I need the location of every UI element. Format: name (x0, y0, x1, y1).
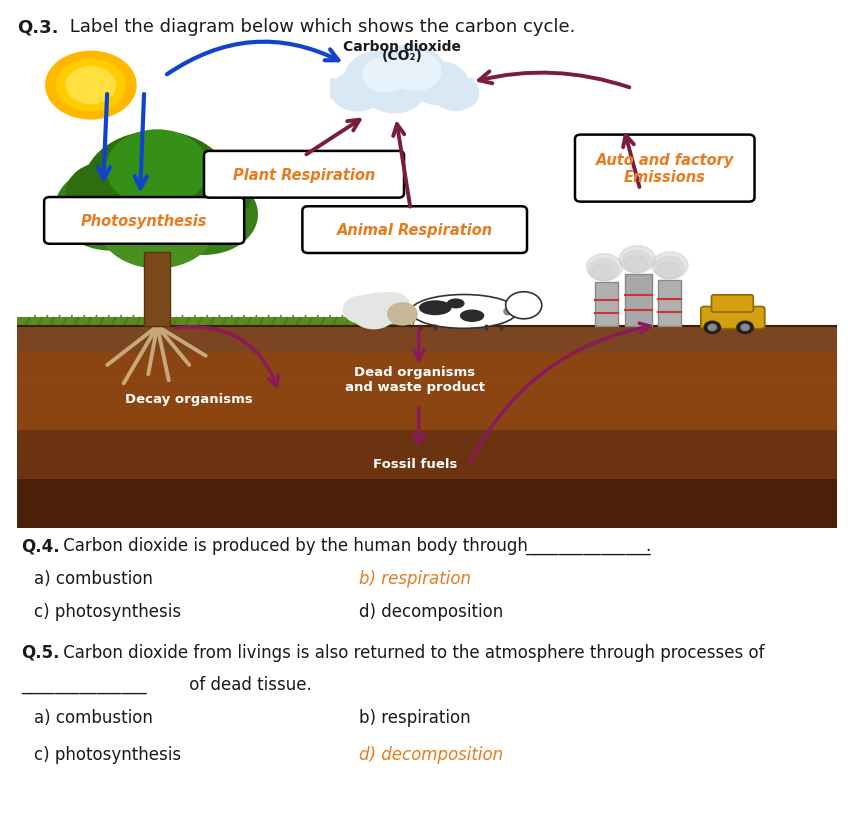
Circle shape (150, 175, 257, 255)
Circle shape (363, 58, 409, 93)
FancyBboxPatch shape (302, 207, 526, 254)
FancyBboxPatch shape (204, 152, 403, 198)
Circle shape (84, 132, 231, 242)
Circle shape (169, 165, 251, 226)
Circle shape (363, 67, 425, 114)
Text: Photosynthesis: Photosynthesis (81, 214, 207, 229)
FancyBboxPatch shape (17, 37, 836, 528)
Text: Animal Respiration: Animal Respiration (336, 223, 492, 238)
FancyBboxPatch shape (144, 253, 171, 327)
FancyBboxPatch shape (17, 325, 836, 353)
Text: (CO₂): (CO₂) (381, 48, 422, 62)
Text: Carbon dioxide from livings is also returned to the atmosphere through processes: Carbon dioxide from livings is also retu… (58, 643, 763, 661)
Circle shape (618, 247, 654, 274)
Circle shape (621, 251, 651, 274)
Circle shape (55, 167, 167, 251)
Text: Decay organisms: Decay organisms (125, 393, 252, 405)
Circle shape (343, 296, 379, 324)
Text: Plant Respiration: Plant Respiration (233, 168, 374, 183)
Circle shape (736, 322, 752, 334)
Circle shape (651, 252, 688, 279)
FancyBboxPatch shape (574, 135, 754, 202)
FancyBboxPatch shape (624, 274, 651, 327)
FancyBboxPatch shape (330, 79, 473, 100)
Circle shape (387, 303, 416, 325)
Circle shape (107, 131, 208, 207)
FancyBboxPatch shape (17, 37, 836, 325)
Text: _______________: _______________ (525, 536, 650, 554)
Circle shape (67, 163, 148, 224)
Ellipse shape (447, 300, 463, 308)
Text: Carbon dioxide is produced by the human body through: Carbon dioxide is produced by the human … (58, 536, 532, 554)
FancyBboxPatch shape (595, 283, 618, 327)
Circle shape (98, 180, 216, 269)
FancyBboxPatch shape (17, 353, 836, 430)
Circle shape (657, 262, 679, 279)
Text: c) photosynthesis: c) photosynthesis (34, 602, 181, 620)
Text: .: . (644, 536, 649, 554)
Circle shape (707, 325, 716, 331)
FancyBboxPatch shape (44, 197, 244, 244)
Circle shape (56, 60, 125, 112)
Circle shape (589, 259, 618, 282)
FancyBboxPatch shape (17, 479, 836, 528)
Circle shape (388, 52, 440, 92)
Circle shape (586, 254, 622, 282)
Text: Q.4.: Q.4. (21, 536, 60, 554)
Text: a) combustion: a) combustion (34, 569, 153, 587)
Circle shape (361, 294, 394, 319)
FancyBboxPatch shape (658, 281, 681, 327)
Circle shape (46, 52, 136, 120)
Circle shape (703, 322, 720, 334)
Text: c) photosynthesis: c) photosynthesis (34, 745, 181, 763)
Circle shape (351, 295, 396, 329)
Text: of dead tissue.: of dead tissue. (183, 676, 311, 694)
Text: Carbon dioxide: Carbon dioxide (343, 40, 461, 54)
Text: _______________: _______________ (21, 676, 147, 694)
Text: b) respiration: b) respiration (358, 708, 470, 726)
Text: b) respiration: b) respiration (358, 569, 470, 587)
Circle shape (372, 46, 445, 102)
Text: d) decomposition: d) decomposition (358, 745, 502, 763)
Circle shape (345, 52, 414, 104)
Circle shape (624, 256, 647, 274)
Ellipse shape (419, 301, 450, 315)
Circle shape (653, 257, 683, 279)
Text: d) decomposition: d) decomposition (358, 602, 502, 620)
Text: Q.5.: Q.5. (21, 643, 60, 661)
Circle shape (369, 293, 410, 324)
Text: Label the diagram below which shows the carbon cycle.: Label the diagram below which shows the … (64, 18, 575, 36)
FancyBboxPatch shape (17, 430, 836, 479)
Text: Fossil fuels: Fossil fuels (372, 457, 456, 470)
Text: a) combustion: a) combustion (34, 708, 153, 726)
FancyBboxPatch shape (700, 307, 764, 329)
FancyBboxPatch shape (17, 318, 410, 327)
Text: Auto and factory
Emissions: Auto and factory Emissions (595, 152, 733, 185)
Circle shape (505, 292, 541, 319)
Ellipse shape (410, 295, 517, 329)
Circle shape (410, 62, 467, 106)
Circle shape (67, 67, 115, 105)
Circle shape (432, 77, 478, 111)
FancyBboxPatch shape (711, 296, 752, 313)
Text: Dead organisms
and waste product: Dead organisms and waste product (345, 365, 485, 394)
Text: Q.3.: Q.3. (17, 18, 59, 36)
Circle shape (740, 325, 748, 331)
Circle shape (331, 73, 383, 112)
Ellipse shape (460, 310, 483, 322)
Circle shape (591, 265, 614, 282)
